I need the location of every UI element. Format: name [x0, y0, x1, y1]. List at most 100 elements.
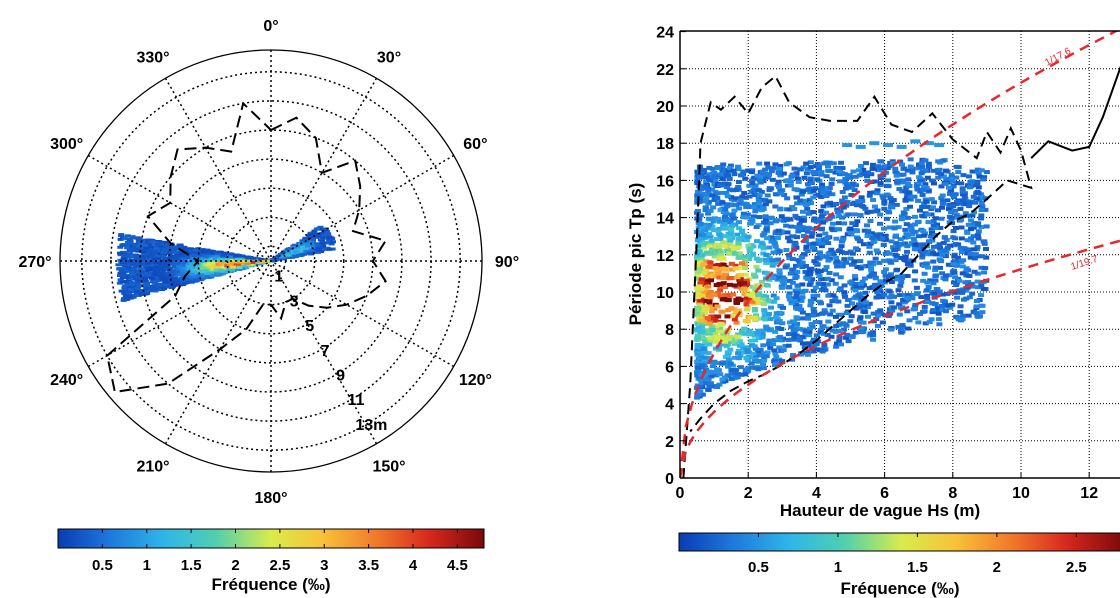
heatmap-density-cell	[925, 188, 932, 193]
heatmap-density-cell	[903, 196, 910, 201]
heatmap-density-cell	[738, 372, 745, 377]
polar-density-cell	[147, 289, 154, 293]
heatmap-density-cell	[894, 267, 901, 272]
heatmap-density-cell	[821, 308, 828, 313]
heatmap-density-cell	[825, 319, 832, 324]
heatmap-density-cell	[810, 195, 817, 200]
heatmap-density-cell	[828, 334, 835, 339]
heatmap-density-cell	[924, 212, 931, 217]
heatmap-density-cell	[722, 285, 729, 290]
heatmap-density-cell	[788, 301, 795, 306]
heatmap-density-cell	[750, 204, 757, 209]
heatmap-density-cell	[900, 172, 907, 177]
heatmap-density-cell	[820, 331, 827, 336]
heatmap-density-cell	[877, 181, 884, 186]
polar-density-cell	[217, 261, 224, 265]
heatmap-density-cell	[881, 270, 888, 275]
heatmap-density-cell	[753, 297, 760, 302]
heatmap-density-cell	[915, 181, 922, 186]
polar-density-cell	[161, 272, 168, 276]
heatmap-density-cell	[787, 271, 794, 276]
heatmap-density-cell	[816, 251, 823, 256]
heatmap-density-cell	[732, 251, 739, 256]
heatmap-density-cell	[966, 295, 973, 300]
heatmap-density-cell	[801, 175, 808, 180]
heatmap-density-cell	[983, 170, 990, 175]
polar-density-cell	[130, 295, 137, 299]
polar-density-cell	[195, 247, 202, 251]
heatmap-density-cell	[761, 358, 768, 363]
heatmap-density-cell	[829, 299, 836, 304]
polar-colorbar-tick-label: 3.5	[358, 557, 379, 574]
heatmap-density-cell	[870, 166, 877, 171]
heatmap-density-cell	[918, 171, 925, 176]
heatmap-density-cell	[978, 293, 985, 298]
heatmap-density-cell	[958, 225, 965, 230]
heatmap-density-cell	[934, 287, 941, 292]
heatmap-density-cell	[779, 321, 786, 326]
polar-density-cell	[125, 267, 132, 271]
heatmap-density-cell	[829, 308, 836, 313]
heatmap-density-cell	[793, 274, 800, 279]
heatmap-density-cell	[925, 161, 932, 166]
heatmap-density-cell	[923, 261, 930, 266]
heatmap-density-cell	[723, 190, 730, 195]
heatmap-density-cell	[931, 181, 938, 186]
heatmap-density-cell	[796, 303, 803, 308]
heatmap-density-cell	[836, 214, 843, 219]
heatmap-density-cell	[966, 273, 973, 278]
polar-density-cell	[131, 267, 138, 271]
heatmap-density-cell	[936, 167, 943, 172]
polar-density-cell	[166, 284, 173, 288]
heatmap-density-cell	[759, 335, 766, 340]
heatmap-density-cell	[969, 169, 976, 174]
heatmap-density-cell	[899, 325, 906, 330]
polar-density-cell	[178, 276, 185, 280]
heatmap-density-cell	[983, 246, 990, 251]
heatmap-density-cell	[810, 349, 817, 354]
heatmap-density-cell	[942, 254, 949, 259]
heatmap-density-cell	[694, 370, 701, 375]
heatmap-density-cell	[975, 314, 982, 319]
polar-density-cell	[128, 254, 135, 258]
heatmap-envelope-dashed	[682, 74, 1033, 478]
heatmap-density-cell	[844, 303, 851, 308]
heatmap-density-cell	[967, 185, 974, 190]
heatmap-density-cell	[721, 172, 728, 177]
heatmap-density-cell	[872, 283, 879, 288]
heatmap-density-cell	[848, 193, 855, 198]
polar-density-cell	[319, 231, 326, 235]
polar-colorbar-gradient	[57, 528, 485, 549]
heatmap-density-cell	[726, 235, 733, 240]
heatmap-density-cell	[751, 202, 758, 207]
heatmap-density-cell	[701, 245, 708, 250]
heatmap-density-cell	[701, 350, 708, 355]
heatmap-density-cell	[855, 293, 862, 298]
heatmap-density-cell	[694, 254, 701, 259]
heatmap-density-cell	[770, 273, 777, 278]
polar-density-cell	[323, 241, 330, 245]
heatmap-density-cell	[858, 163, 865, 168]
polar-density-cell	[279, 254, 286, 258]
heatmap-density-cell	[749, 291, 756, 296]
heatmap-density-cell	[719, 176, 726, 181]
heatmap-density-cell	[919, 252, 926, 257]
heatmap-density-cell	[773, 311, 780, 316]
heatmap-density-cell	[862, 290, 869, 295]
heatmap-y-tick-label: 10	[656, 285, 674, 302]
polar-density-cell	[200, 250, 207, 254]
heatmap-density-cell	[860, 204, 867, 209]
heatmap-density-cell	[933, 222, 940, 227]
heatmap-density-cell	[810, 297, 817, 302]
heatmap-density-cell	[737, 353, 744, 358]
heatmap-density-cell	[700, 242, 707, 247]
heatmap-density-cell	[927, 234, 934, 239]
heatmap-density-cell	[807, 178, 814, 183]
heatmap-density-cell	[932, 268, 939, 273]
heatmap-density-cell	[707, 208, 714, 213]
heatmap-density-cell	[946, 273, 953, 278]
heatmap-density-cell	[866, 333, 873, 338]
heatmap-density-cell	[763, 353, 770, 358]
heatmap-density-cell	[878, 312, 885, 317]
polar-density-cell	[227, 258, 234, 262]
